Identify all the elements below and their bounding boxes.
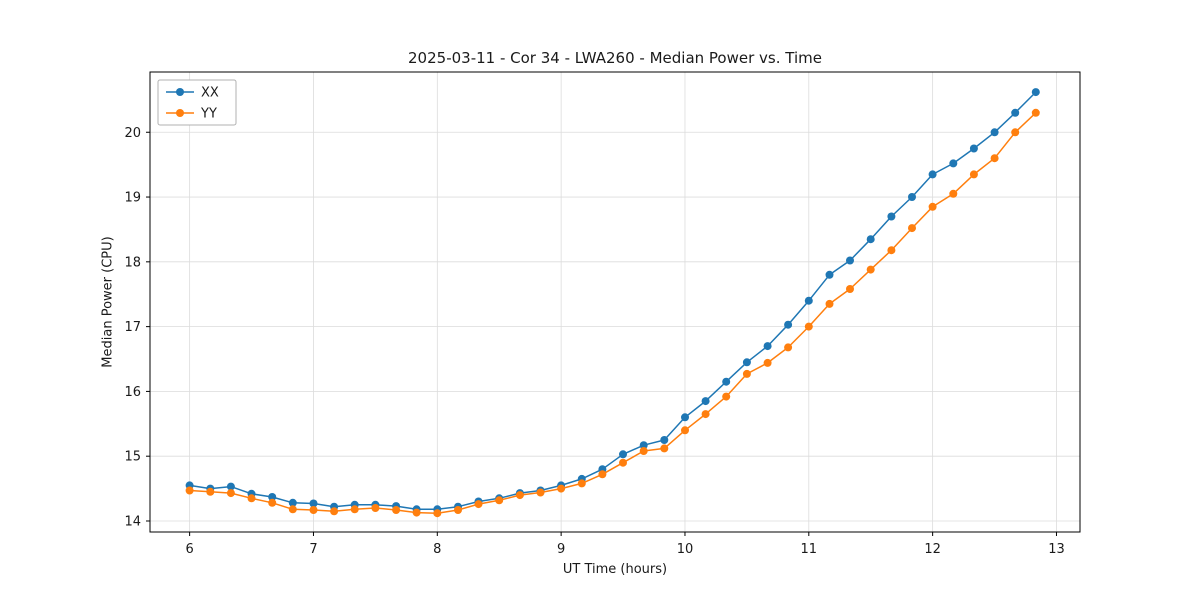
data-point-yy [185,486,194,495]
data-point-xx [660,436,669,444]
data-point-yy [908,224,916,233]
data-point-yy [681,426,689,435]
y-axis-label: Median Power (CPU) [100,236,116,368]
data-point-yy [825,299,834,308]
plot-border [149,71,1081,533]
data-point-yy [742,369,751,378]
y-tick-label: 20 [124,126,141,141]
data-point-xx [701,397,710,406]
data-point-yy [495,496,504,505]
data-point-xx [949,159,958,168]
data-point-xx [969,144,978,153]
data-point-yy [701,410,710,419]
data-point-yy [619,458,627,467]
data-point-yy [722,392,731,401]
data-point-yy [515,491,524,500]
legend-marker-sample [176,88,184,96]
data-point-xx [928,170,937,179]
data-point-yy [412,508,421,517]
data-point-yy [866,265,875,274]
legend-box [157,79,237,126]
data-point-yy [536,488,545,497]
x-tick-label: 8 [433,542,441,557]
data-point-yy [887,246,896,255]
legend-label: XX [201,86,219,101]
data-point-yy [990,154,999,163]
data-point-xx [681,413,689,422]
data-point-yy [928,202,937,211]
data-point-xx [1011,108,1020,117]
y-tick-label: 18 [124,255,141,270]
data-point-yy [763,358,772,367]
data-point-xx [619,450,627,459]
data-point-xx [742,358,751,367]
y-tick-label: 16 [124,385,141,400]
data-point-yy [557,484,566,493]
data-point-xx [722,377,731,386]
data-point-yy [598,470,607,479]
y-tick-label: 14 [124,514,141,529]
data-point-xx [639,441,648,450]
data-point-xx [763,342,772,351]
series-line-yy [189,112,1037,514]
data-point-xx [825,270,834,279]
data-point-yy [660,444,669,453]
data-point-yy [949,189,958,198]
data-point-yy [577,479,586,488]
data-point-yy [350,505,359,514]
data-point-yy [247,494,256,503]
x-axis-label: UT Time (hours) [562,562,668,577]
x-tick-label: 10 [677,542,694,557]
data-point-xx [288,498,297,507]
series-line-xx [189,91,1037,511]
x-tick-label: 13 [1048,542,1065,557]
data-point-xx [309,499,318,508]
chart-title: 2025-03-11 - Cor 34 - LWA260 - Median Po… [408,49,822,67]
data-point-yy [1031,108,1040,117]
x-tick-label: 6 [185,542,193,557]
data-point-xx [866,235,875,244]
data-point-yy [330,507,339,516]
y-tick-label: 19 [124,191,141,206]
data-point-yy [454,506,462,514]
data-point-xx [1031,88,1040,97]
data-point-xx [226,482,235,491]
data-point-yy [804,322,813,331]
data-point-yy [371,504,380,512]
data-point-yy [1011,128,1020,137]
data-point-yy [392,506,401,514]
x-tick-label: 11 [801,542,818,557]
data-point-yy [226,489,235,498]
data-point-yy [309,506,318,514]
data-point-xx [908,193,916,201]
data-point-xx [887,212,896,221]
data-point-yy [846,285,854,293]
y-tick-label: 17 [124,320,141,335]
data-point-xx [268,493,277,501]
data-point-xx [784,320,793,329]
x-tick-label: 7 [309,542,317,557]
legend-marker-sample [176,109,184,117]
data-point-xx [804,296,813,305]
data-point-yy [969,170,978,179]
data-point-yy [268,498,277,507]
legend-label: YY [200,107,217,122]
data-point-yy [474,500,483,509]
data-point-yy [639,447,648,455]
data-point-xx [846,256,854,265]
data-point-yy [784,343,793,352]
data-point-yy [288,505,297,514]
data-point-xx [990,128,999,137]
x-tick-label: 12 [924,542,941,557]
x-tick-label: 9 [557,542,565,557]
y-tick-label: 15 [124,450,141,465]
data-point-yy [206,487,215,496]
data-point-yy [433,509,442,518]
